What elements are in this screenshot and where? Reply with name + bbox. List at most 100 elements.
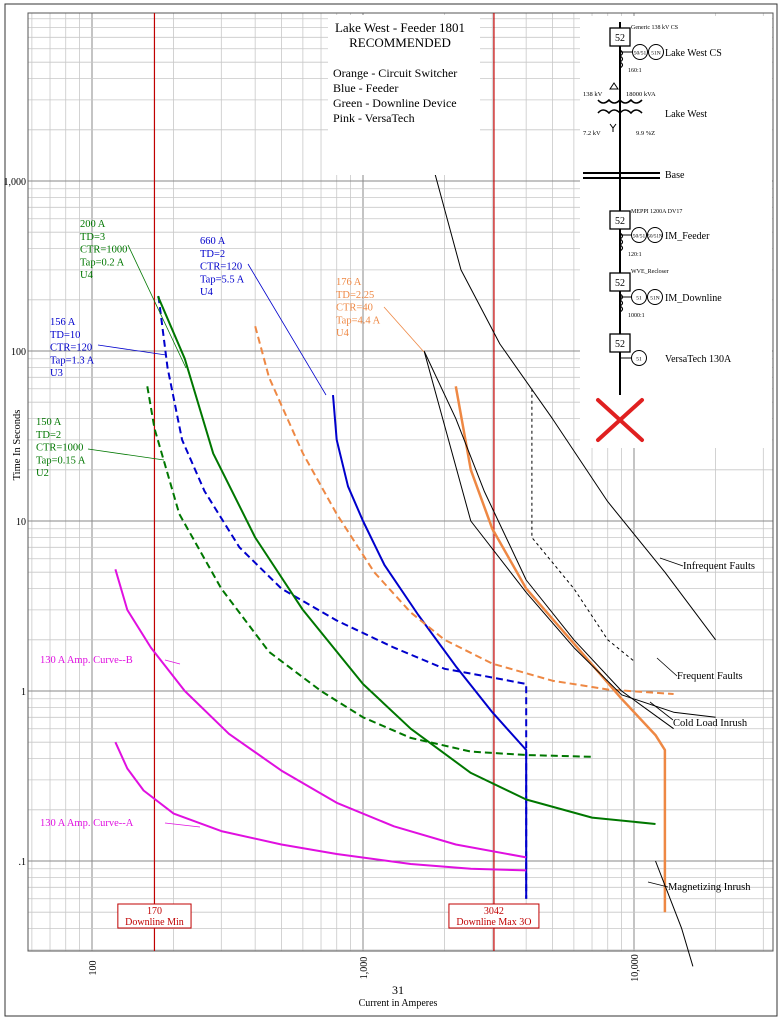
xfmr-name: Lake West <box>665 109 707 120</box>
versatech-relay-icon <box>631 350 647 366</box>
annotation-text: U4 <box>200 287 214 298</box>
legend-line: Green - Downline Device <box>333 96 457 110</box>
versatech-relay-label: 51 <box>636 357 642 363</box>
annotation-text: Infrequent Faults <box>683 561 755 572</box>
curve-orange-solid <box>454 386 667 913</box>
x-axis-prefix: 31 <box>392 983 404 997</box>
recloser-ct-ratio: 1000:1 <box>628 313 645 319</box>
cs-relay-a-label: 50/51 <box>634 51 647 57</box>
recloser-device-label: WVE_Recloser <box>631 269 669 275</box>
feeder-relay-b-icon <box>647 227 663 243</box>
curve-green-solid <box>156 295 656 825</box>
cs-ct-icon <box>618 49 624 69</box>
feeder-relay-b-label: 50/51N <box>648 235 663 240</box>
feeder-ct-ratio: 120:1 <box>628 252 642 258</box>
feeder-breaker <box>609 210 631 230</box>
curve-blue-dashed <box>157 296 528 899</box>
annotation-leader <box>247 263 327 396</box>
y-tick-label: .1 <box>19 857 27 868</box>
recloser-relay-b-label: 51N <box>650 296 660 302</box>
y-tick-label: 100 <box>11 347 26 358</box>
annotation-text: TD=10 <box>50 330 80 341</box>
annotation-text: U3 <box>50 368 63 379</box>
y-tick-label: 1,000 <box>4 177 27 188</box>
oneline-bg <box>580 16 772 448</box>
feeder-relay-a-icon <box>631 227 647 243</box>
curve-blue-solid <box>332 395 528 899</box>
recloser-name: IM_Downline <box>665 293 722 304</box>
recloser-relay-a-icon <box>631 289 647 305</box>
legend: Lake West - Feeder 1801 RECOMMENDED Oran… <box>328 15 480 175</box>
annotation-text: 200 A <box>80 219 106 230</box>
marker-name-label: Downline Max 3O <box>456 917 531 928</box>
annotation-text: Cold Load Inrush <box>673 718 748 729</box>
annotation-text: Tap=1.3 A <box>50 355 95 366</box>
x-tick-label: 100 <box>88 961 99 976</box>
cs-relay-b-icon <box>648 44 664 60</box>
annotation-text: TD=2 <box>36 430 61 441</box>
curve-pink-lower <box>114 741 527 872</box>
annotation-leaders <box>87 244 684 888</box>
curve-green-dashed <box>146 386 593 758</box>
xfmr-hv-label: 138 kV <box>583 91 603 98</box>
y-tick-label: 10 <box>16 517 26 528</box>
marker-label-box <box>117 903 192 929</box>
annotation-leader <box>87 448 165 461</box>
chart-title: Lake West - Feeder 1801 <box>335 20 465 35</box>
xfmr-rating-label: 18000 kVA <box>626 91 656 98</box>
cs-device-label: Generic 138 kV CS <box>631 25 678 31</box>
feeder-ct-icon <box>618 232 624 252</box>
annotation-text: U4 <box>336 328 350 339</box>
xfmr-z-label: 9.9 %Z <box>636 130 655 137</box>
marker-name-label: Downline Min <box>125 917 184 928</box>
feeder-device-label: MEPPI 1200A DV17 <box>631 209 682 215</box>
legend-line: Blue - Feeder <box>333 81 398 95</box>
marker-value-label: 3042 <box>484 906 504 917</box>
versatech-breaker-label: 52 <box>615 339 625 350</box>
annotation-text: Tap=4.4 A <box>336 315 381 326</box>
x-tick-label: 1,000 <box>359 957 370 980</box>
y-axis-label: Time In Seconds <box>12 410 23 481</box>
curve-cold-load-inrush <box>423 350 674 730</box>
marker-value-label: 170 <box>147 906 162 917</box>
cs-breaker-label: 52 <box>615 33 625 44</box>
cs-breaker <box>609 27 631 47</box>
annotation-text: CTR=120 <box>200 262 242 273</box>
feeder-name: IM_Feeder <box>665 231 710 242</box>
annotation-text: Frequent Faults <box>677 671 743 682</box>
annotation-text: 156 A <box>50 317 76 328</box>
recloser-relay-b-icon <box>647 289 663 305</box>
curve-orange-dashed <box>254 325 674 695</box>
delta-icon <box>609 82 619 90</box>
annotation-text: 176 A <box>336 277 362 288</box>
legend-box <box>328 15 480 175</box>
curve-magnetizing-inrush <box>655 860 694 967</box>
y-tick-label: 1 <box>21 687 26 698</box>
curve-infrequent-faults <box>423 133 716 641</box>
plot-frame <box>27 12 774 952</box>
annotation-leader <box>659 557 684 567</box>
annotation-text: CTR=120 <box>50 343 92 354</box>
one-line-diagram: Generic 138 kV CS 52 50/51 51N Lake West… <box>580 16 772 448</box>
annotation-leader <box>647 881 669 888</box>
legend-line: Orange - Circuit Switcher <box>333 66 457 80</box>
transformer-icon <box>597 98 643 115</box>
feeder-relay-a-label: 50/51 <box>633 234 646 240</box>
annotation-text: TD=2.25 <box>336 290 374 301</box>
annotation-leader <box>656 657 678 677</box>
annotation-leader <box>383 306 425 353</box>
annotation-text: Tap=0.15 A <box>36 455 86 466</box>
recloser-breaker <box>609 272 631 292</box>
annotation-text: Tap=0.2 A <box>80 257 125 268</box>
xfmr-lv-label: 7.2 kV <box>583 130 601 137</box>
annotation-leader <box>127 244 187 369</box>
cs-relay-a-icon <box>632 44 648 60</box>
versatech-breaker <box>609 333 631 353</box>
annotation-leader <box>164 822 201 828</box>
annotation-text: CTR=1000 <box>80 245 127 256</box>
annotation-text: 130 A Amp. Curve--B <box>40 655 133 666</box>
annotation-text: U2 <box>36 468 49 479</box>
